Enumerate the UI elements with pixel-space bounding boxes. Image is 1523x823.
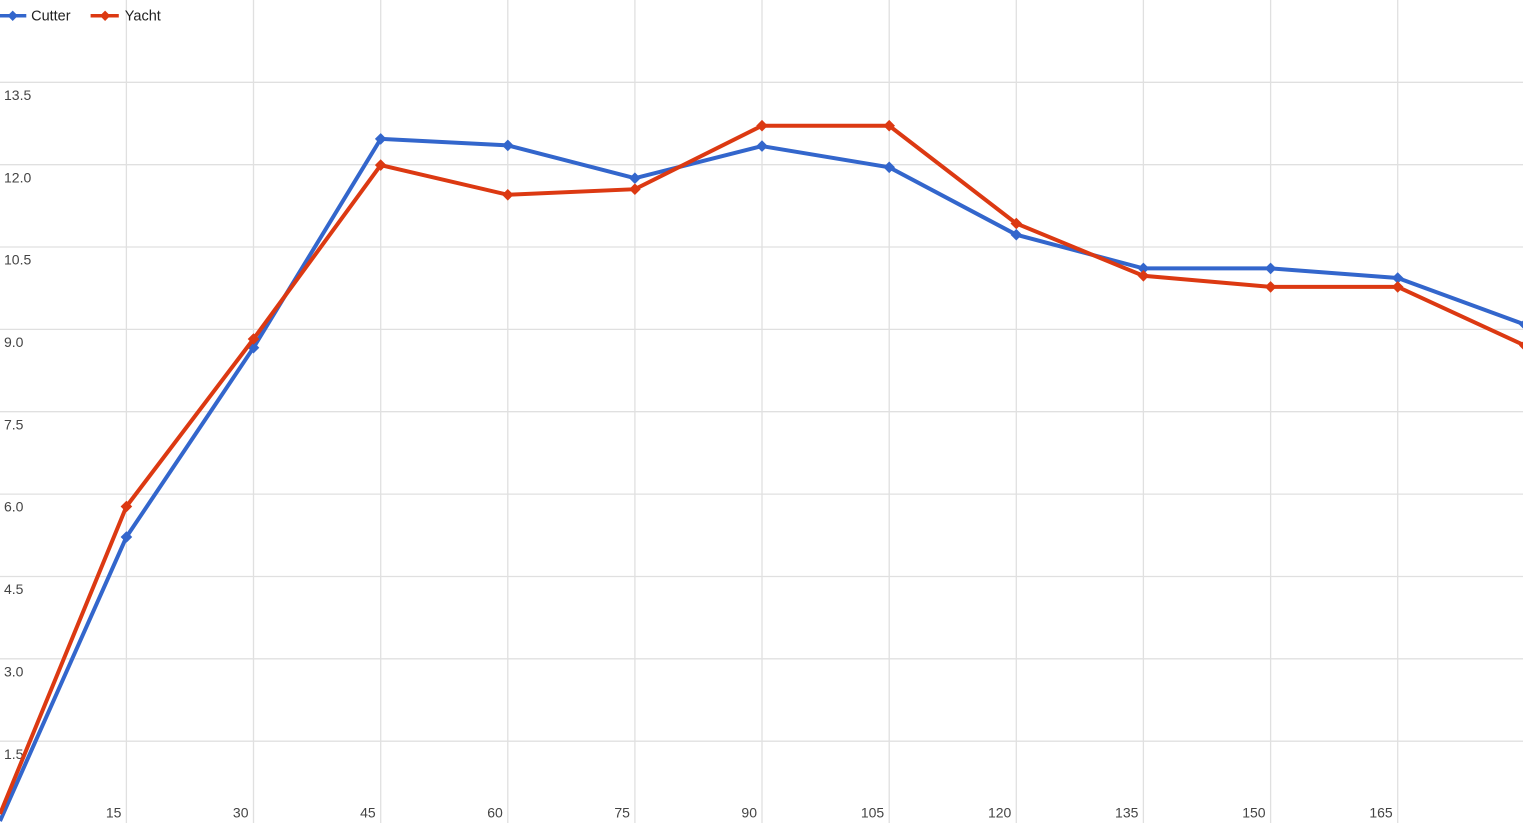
svg-text:Cutter: Cutter (31, 9, 71, 25)
svg-text:9.0: 9.0 (4, 334, 24, 350)
svg-text:90: 90 (741, 805, 757, 821)
svg-text:13.5: 13.5 (4, 87, 31, 103)
svg-text:15: 15 (106, 805, 122, 821)
svg-text:Yacht: Yacht (125, 9, 161, 25)
svg-text:120: 120 (988, 805, 1012, 821)
svg-text:150: 150 (1242, 805, 1266, 821)
svg-text:3.0: 3.0 (4, 663, 24, 679)
svg-text:165: 165 (1369, 805, 1393, 821)
svg-text:10.5: 10.5 (4, 252, 31, 268)
svg-text:60: 60 (487, 805, 503, 821)
svg-text:4.5: 4.5 (4, 581, 24, 597)
svg-text:105: 105 (861, 805, 885, 821)
svg-text:75: 75 (614, 805, 630, 821)
svg-text:30: 30 (233, 805, 249, 821)
svg-text:7.5: 7.5 (4, 416, 24, 432)
svg-text:12.0: 12.0 (4, 169, 31, 185)
svg-text:45: 45 (360, 805, 376, 821)
svg-text:135: 135 (1115, 805, 1139, 821)
svg-text:6.0: 6.0 (4, 499, 24, 515)
svg-text:1.5: 1.5 (4, 746, 24, 762)
